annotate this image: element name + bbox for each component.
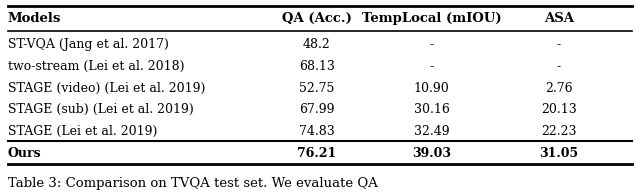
Text: 67.99: 67.99 — [299, 103, 335, 116]
Text: 20.13: 20.13 — [541, 103, 577, 116]
Text: 31.05: 31.05 — [540, 147, 579, 160]
Text: STAGE (video) (Lei et al. 2019): STAGE (video) (Lei et al. 2019) — [8, 82, 205, 95]
Text: STAGE (sub) (Lei et al. 2019): STAGE (sub) (Lei et al. 2019) — [8, 103, 193, 116]
Text: 10.90: 10.90 — [413, 82, 449, 95]
Text: 32.49: 32.49 — [413, 125, 449, 138]
Text: STAGE (Lei et al. 2019): STAGE (Lei et al. 2019) — [8, 125, 157, 138]
Text: -: - — [429, 60, 433, 73]
Text: Models: Models — [8, 12, 61, 25]
Text: 68.13: 68.13 — [299, 60, 335, 73]
Text: -: - — [557, 38, 561, 51]
Text: ASA: ASA — [544, 12, 574, 25]
Text: Ours: Ours — [8, 147, 42, 160]
Text: 22.23: 22.23 — [541, 125, 577, 138]
Text: QA (Acc.): QA (Acc.) — [282, 12, 352, 25]
Text: 2.76: 2.76 — [545, 82, 573, 95]
Text: Table 3: Comparison on TVQA test set. We evaluate QA: Table 3: Comparison on TVQA test set. We… — [8, 177, 378, 191]
Text: 30.16: 30.16 — [413, 103, 449, 116]
Text: -: - — [429, 38, 433, 51]
Text: two-stream (Lei et al. 2018): two-stream (Lei et al. 2018) — [8, 60, 184, 73]
Text: ST-VQA (Jang et al. 2017): ST-VQA (Jang et al. 2017) — [8, 38, 168, 51]
Text: 76.21: 76.21 — [297, 147, 337, 160]
Text: 74.83: 74.83 — [299, 125, 335, 138]
Text: -: - — [557, 60, 561, 73]
Text: 39.03: 39.03 — [412, 147, 451, 160]
Text: TempLocal (mIOU): TempLocal (mIOU) — [362, 12, 501, 25]
Text: 52.75: 52.75 — [299, 82, 335, 95]
Text: 48.2: 48.2 — [303, 38, 331, 51]
